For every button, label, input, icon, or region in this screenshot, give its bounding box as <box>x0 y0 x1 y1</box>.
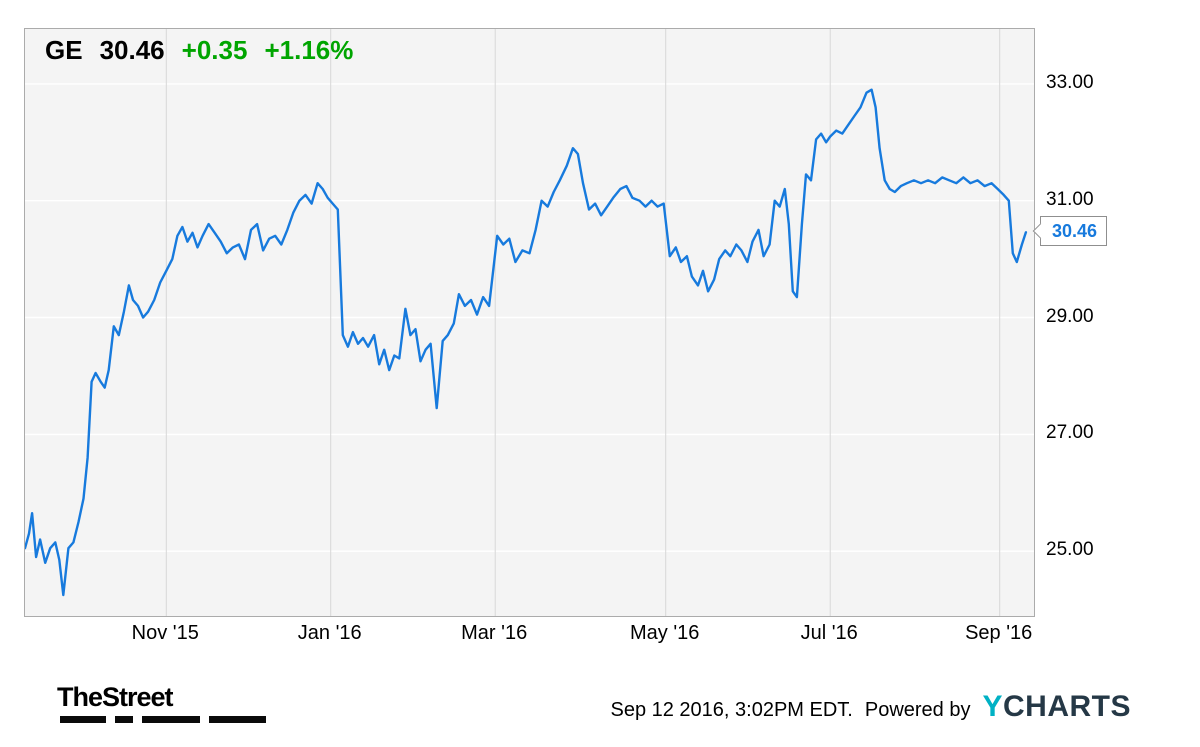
ycharts-logo[interactable]: YCHARTS <box>982 690 1131 724</box>
chart-svg <box>25 29 1034 616</box>
ycharts-logo-charts: CHARTS <box>1003 690 1131 723</box>
underline-bar <box>142 716 200 723</box>
callout-arrow <box>1032 223 1049 240</box>
y-axis-label: 27.00 <box>1046 422 1094 444</box>
x-axis-label: Mar '16 <box>461 622 528 644</box>
price-callout: 30.46 <box>1032 216 1108 247</box>
x-axis-label: Jul '16 <box>800 622 858 644</box>
plot-area[interactable]: GE 30.46 +0.35 +1.16% <box>24 28 1035 617</box>
y-axis-label: 31.00 <box>1046 188 1094 210</box>
y-axis-label: 25.00 <box>1046 539 1094 561</box>
thestreet-wordmark: TheStreet <box>57 682 174 712</box>
quote-timestamp: Sep 12 2016, 3:02PM EDT. <box>610 699 853 721</box>
x-axis-label: Nov '15 <box>131 622 199 644</box>
callout-value: 30.46 <box>1052 220 1098 241</box>
quote-strip: GE 30.46 +0.35 +1.16% <box>45 35 353 65</box>
ticker-symbol: GE <box>45 35 83 65</box>
price-change: +0.35 <box>181 35 248 65</box>
thestreet-underline <box>60 716 266 723</box>
underline-bar <box>60 716 106 723</box>
last-price: 30.46 <box>99 35 165 65</box>
chart-credit: Sep 12 2016, 3:02PM EDT. Powered by YCHA… <box>610 690 1131 724</box>
thestreet-logo[interactable]: TheStreet <box>57 684 266 723</box>
footer: TheStreet Sep 12 2016, 3:02PM EDT. Power… <box>0 660 1200 747</box>
underline-bar <box>115 716 133 723</box>
y-axis-label: 33.00 <box>1046 71 1094 93</box>
ycharts-logo-y: Y <box>982 690 1003 723</box>
underline-bar <box>209 716 266 723</box>
powered-by-label: Powered by <box>864 699 971 721</box>
y-axis-label: 29.00 <box>1046 305 1094 327</box>
x-axis-label: May '16 <box>630 622 700 644</box>
x-axis-label: Jan '16 <box>297 622 362 644</box>
price-change-percent: +1.16% <box>264 35 354 65</box>
x-axis-label: Sep '16 <box>965 622 1033 644</box>
